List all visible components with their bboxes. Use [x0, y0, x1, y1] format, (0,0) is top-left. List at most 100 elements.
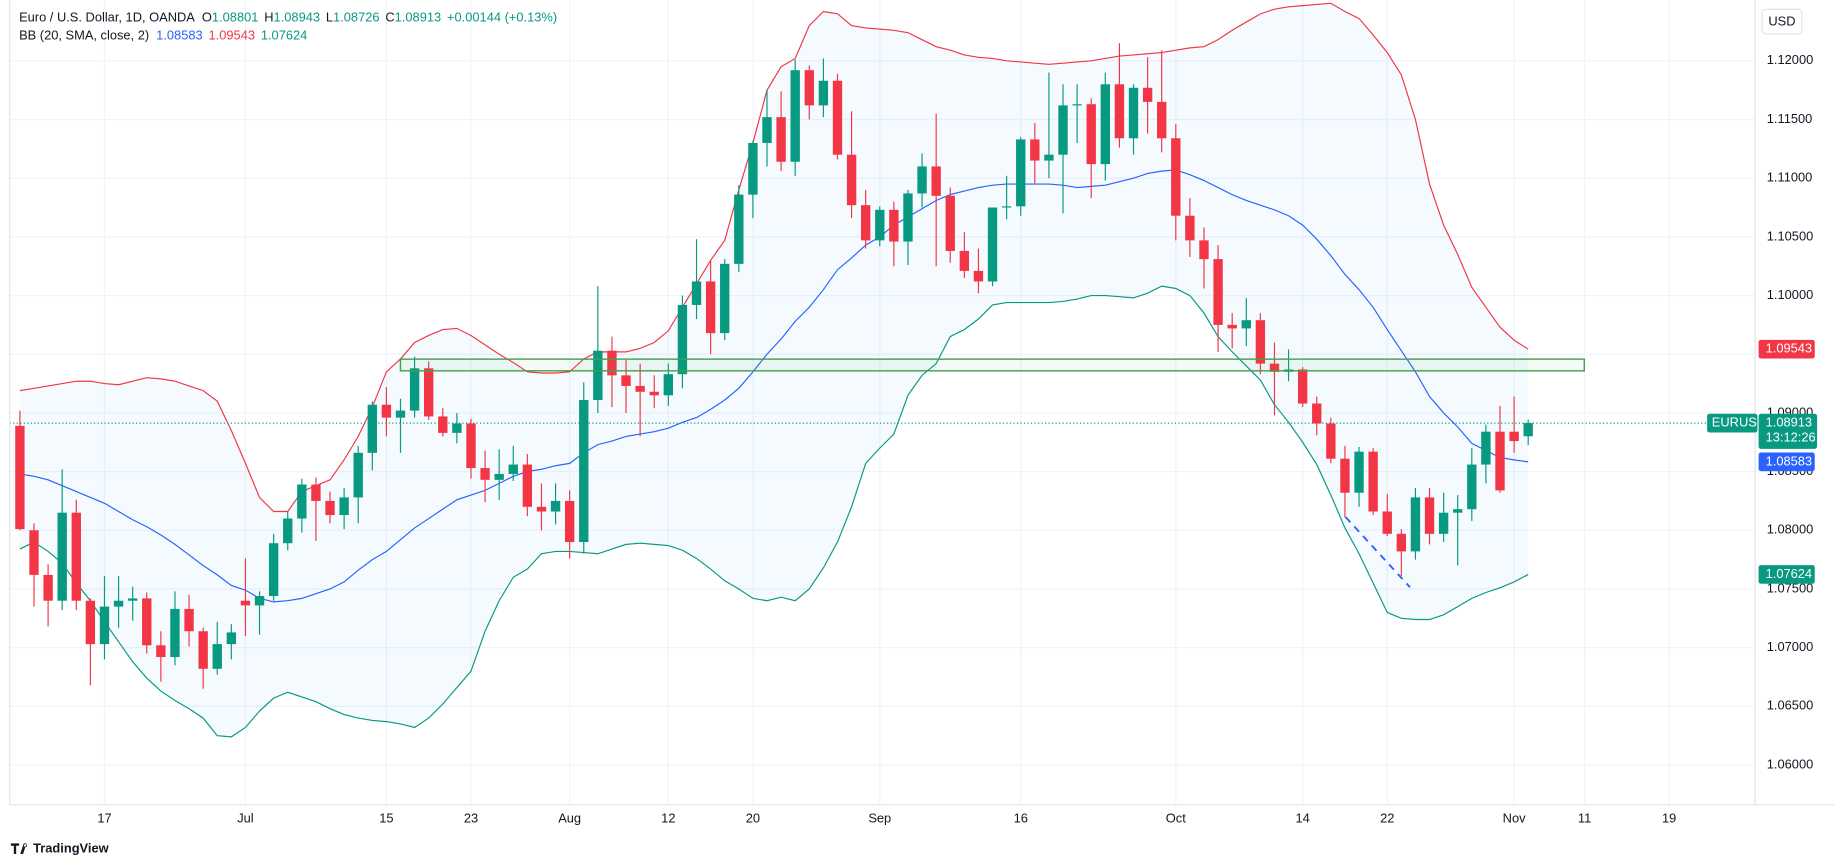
candle-body — [1424, 497, 1435, 534]
indicator-value: 1.08583 — [156, 28, 202, 43]
candle-body — [127, 598, 138, 601]
symbol-badge-bg — [1707, 413, 1758, 433]
currency-button[interactable]: USD — [1761, 8, 1803, 35]
brand: TradingView — [10, 841, 110, 856]
candle-body — [564, 500, 575, 543]
candle-body — [1523, 423, 1533, 437]
y-tick-label: 1.08000 — [1767, 522, 1813, 537]
y-tick-label: 1.07500 — [1767, 580, 1813, 595]
indicator-line — [19, 285, 1529, 738]
x-tick-label: 16 — [1014, 810, 1028, 825]
candle-body — [367, 404, 377, 453]
candle-body — [663, 374, 674, 396]
indicator-header: BB (20, SMA, close, 2) 1.08583 1.09543 1.07… — [19, 28, 307, 43]
candle-body — [1030, 139, 1040, 161]
candle-body — [818, 80, 829, 106]
candle-body — [846, 154, 857, 206]
candle-body — [1072, 104, 1082, 106]
candle-body — [931, 166, 941, 196]
candle-body — [212, 644, 222, 669]
candle-body — [903, 193, 913, 242]
candle-body — [677, 304, 688, 375]
indicator-value: 1.09543 — [209, 28, 255, 43]
upper-band-badge-text: 1.09543 — [1766, 341, 1812, 356]
lower-band-badge-text: 1.07624 — [1766, 566, 1812, 581]
trend-line[interactable] — [1344, 516, 1411, 588]
candle-body — [1297, 369, 1308, 404]
x-tick-label: 15 — [379, 810, 393, 825]
candle-body — [635, 385, 645, 392]
candle-body — [1058, 105, 1068, 155]
candle-body — [99, 606, 110, 645]
candle-body — [1368, 451, 1378, 512]
candle-body — [311, 484, 321, 501]
x-tick-label: 20 — [746, 810, 760, 825]
candle-body — [409, 368, 420, 411]
candle-body — [15, 425, 25, 530]
lower-band-badge: 1.07624 — [1758, 565, 1815, 584]
candle-body — [268, 543, 279, 597]
y-tick-label: 1.06000 — [1767, 756, 1813, 771]
candle-body — [226, 632, 237, 645]
drawings — [399, 358, 1585, 588]
band-fill — [19, 3, 1529, 737]
candle-body — [790, 70, 800, 162]
candle-body — [649, 391, 659, 396]
ohlc-label: C — [385, 10, 394, 25]
candle-body — [959, 250, 970, 271]
candle-body — [1100, 84, 1110, 165]
candle-body — [1142, 87, 1153, 102]
candle-body — [917, 166, 927, 194]
candle-body — [1509, 431, 1519, 442]
candle-body — [593, 350, 603, 401]
candle-body — [1016, 139, 1026, 207]
candle-body — [1340, 458, 1350, 493]
candle-body — [452, 423, 462, 433]
candle-body — [762, 117, 772, 143]
candle-body — [508, 464, 518, 474]
candle-body — [1453, 509, 1463, 513]
close-value: 1.08913 — [395, 10, 441, 25]
x-tick-label: Jul — [237, 810, 253, 825]
candle-body — [1114, 84, 1125, 139]
change-value: +0.00144 (+0.13%) — [447, 10, 557, 25]
candle-body — [1213, 259, 1223, 325]
candle-body — [142, 598, 152, 646]
candle-body — [297, 484, 307, 519]
candle-body — [156, 645, 166, 658]
candle-body — [113, 600, 124, 607]
candle-body — [987, 207, 998, 282]
candle-body — [621, 375, 631, 386]
candle-body — [1269, 363, 1280, 372]
x-tick-label: 14 — [1296, 810, 1310, 825]
currency-button-frame[interactable] — [1761, 8, 1803, 35]
axes: 1.06000 1.06500 1.07000 1.07500 1.08000 1.085… — [97, 52, 1818, 825]
candle-body — [1326, 423, 1336, 459]
candle-body — [170, 608, 180, 658]
candle-body — [832, 80, 843, 155]
candle-body — [1312, 403, 1322, 424]
candle-body — [1199, 240, 1209, 260]
candle-body — [184, 608, 194, 632]
x-tick-label: Aug — [558, 810, 581, 825]
currency-label[interactable]: USD — [1768, 14, 1795, 29]
candle-body — [748, 142, 758, 195]
candle-body — [29, 530, 39, 575]
candle-body — [889, 209, 899, 242]
brand-logo — [10, 843, 28, 854]
candle-body — [254, 596, 265, 606]
candle-body — [720, 263, 730, 334]
lower-band-badge-bg — [1758, 565, 1815, 584]
y-tick-label: 1.06500 — [1767, 698, 1813, 713]
low-value: 1.08726 — [333, 10, 379, 25]
x-tick-label: 12 — [661, 810, 675, 825]
x-tick-label: 11 — [1578, 810, 1591, 825]
basis-badge-bg — [1758, 452, 1815, 472]
candle-body — [240, 600, 251, 606]
y-tick-label: 1.12000 — [1767, 52, 1813, 67]
candle-body — [1438, 512, 1449, 534]
symbol-title: Euro / U.S. Dollar, 1D, OANDA — [19, 10, 195, 25]
candle-body — [1354, 451, 1364, 493]
zone-rectangle[interactable] — [399, 358, 1585, 372]
